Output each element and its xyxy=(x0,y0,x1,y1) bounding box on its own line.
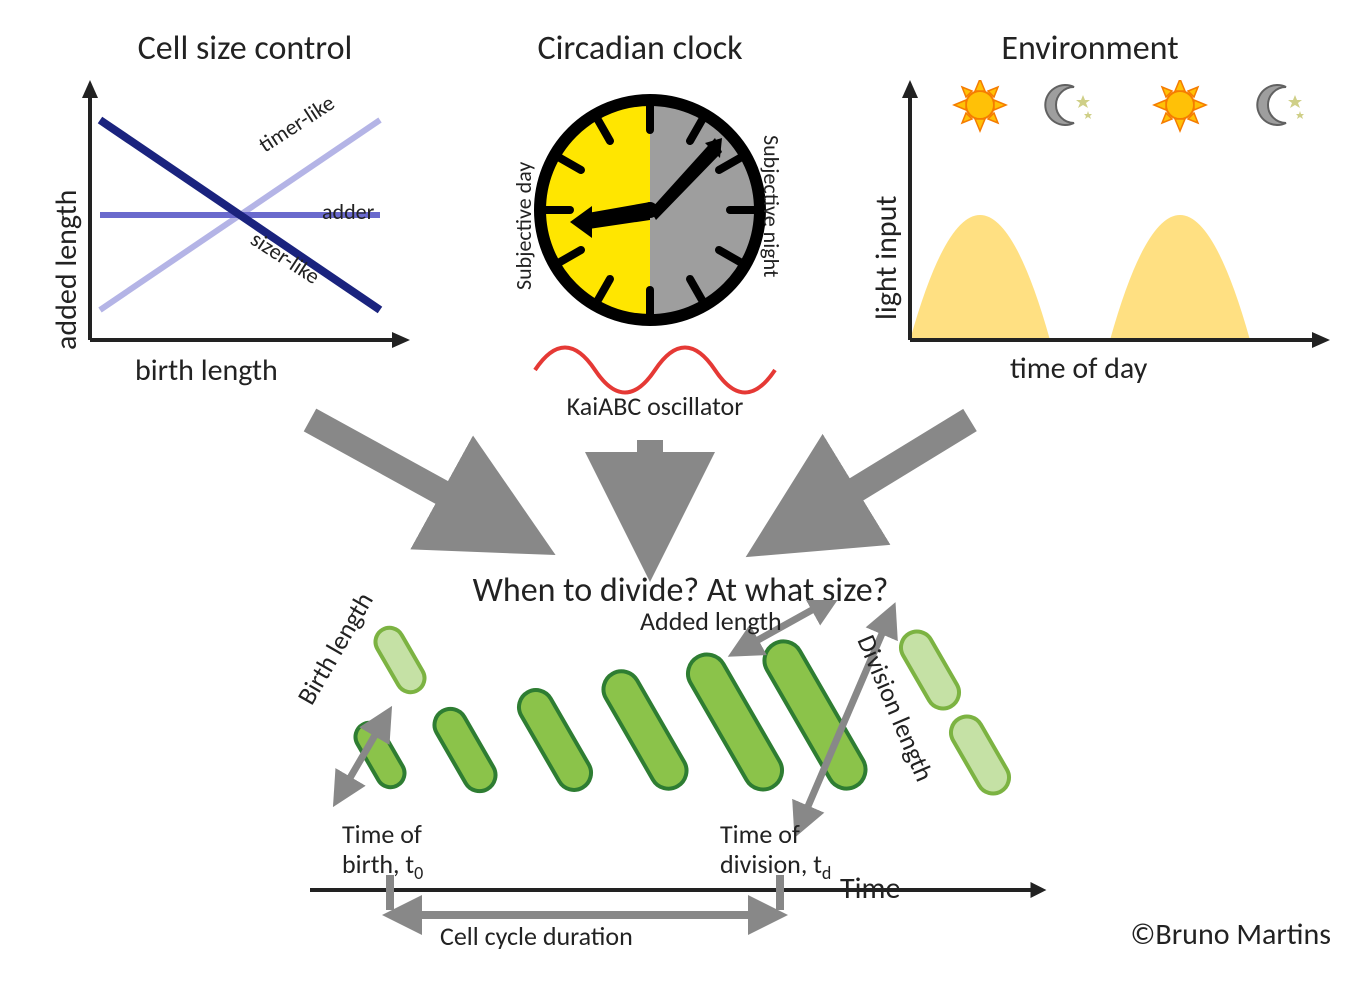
time-birth-label2: birth, t0 xyxy=(342,848,423,884)
cell-grow xyxy=(597,665,693,796)
cycle-duration-label: Cell cycle duration xyxy=(440,920,633,952)
cell-grow xyxy=(429,703,502,797)
time-axis-label: Time xyxy=(840,870,900,907)
time-div-label2: division, td xyxy=(720,848,831,884)
added-length-label: Added length xyxy=(640,605,782,637)
time-birth-label1: Time of xyxy=(342,818,422,850)
cell-faded xyxy=(370,623,429,698)
time-div-label1: Time of xyxy=(720,818,800,850)
credit-label: ©Bruno Martins xyxy=(1130,916,1331,953)
cell-grow xyxy=(513,684,597,796)
cell-faded xyxy=(945,711,1015,800)
cell-cycle-diagram xyxy=(270,600,1090,960)
